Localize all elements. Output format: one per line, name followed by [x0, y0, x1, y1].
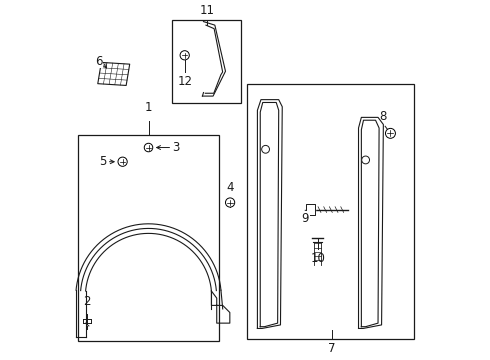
- Text: 12: 12: [177, 75, 192, 88]
- Text: 8: 8: [379, 110, 386, 123]
- Text: 6: 6: [95, 55, 102, 68]
- Circle shape: [386, 129, 395, 138]
- Circle shape: [262, 145, 270, 153]
- Text: 5: 5: [99, 155, 107, 168]
- Bar: [247, 84, 414, 339]
- Text: 4: 4: [226, 181, 234, 194]
- Circle shape: [118, 157, 127, 166]
- Text: 10: 10: [310, 252, 325, 265]
- Polygon shape: [359, 117, 383, 328]
- Text: 3: 3: [172, 141, 180, 154]
- Bar: [77, 135, 220, 341]
- Bar: [172, 20, 242, 103]
- Text: 7: 7: [328, 342, 336, 355]
- Polygon shape: [257, 100, 282, 328]
- Circle shape: [180, 51, 189, 60]
- Circle shape: [362, 156, 369, 164]
- Circle shape: [144, 143, 153, 152]
- Circle shape: [225, 198, 235, 207]
- Polygon shape: [306, 204, 315, 215]
- Text: 11: 11: [199, 4, 214, 17]
- Polygon shape: [98, 62, 130, 85]
- Text: 1: 1: [145, 101, 152, 114]
- Text: 2: 2: [83, 295, 91, 308]
- Text: 9: 9: [301, 212, 309, 225]
